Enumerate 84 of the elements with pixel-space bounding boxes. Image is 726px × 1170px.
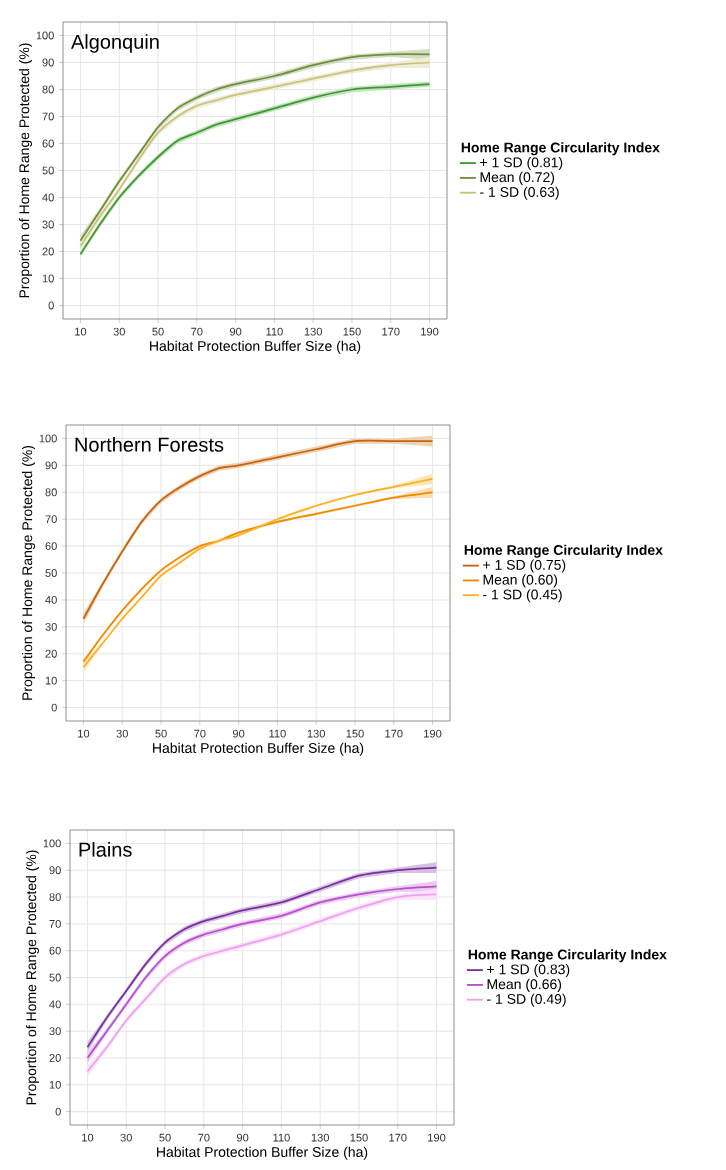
y-tick-label: 0 (55, 1107, 61, 1116)
x-axis-title: Habitat Protection Buffer Size (ha) (153, 742, 364, 756)
y-tick-label: 90 (49, 866, 61, 875)
x-tick-label: 70 (191, 327, 203, 336)
x-tick-label: 170 (385, 729, 403, 738)
legend-label: Mean (0.72) (480, 171, 555, 185)
y-axis-title: Proportion of Home Range Protected (%) (18, 43, 32, 298)
y-tick-label: 10 (42, 274, 54, 283)
x-tick-label: 190 (424, 729, 442, 738)
y-tick-label: 100 (43, 839, 61, 848)
x-tick-label: 30 (116, 729, 128, 738)
legend-title: Home Range Circularity Index (461, 142, 660, 156)
x-tick-label: 150 (343, 327, 361, 336)
x-tick-label: 170 (389, 1133, 407, 1142)
y-tick-label: 10 (45, 676, 57, 685)
y-tick-label: 20 (49, 1054, 61, 1062)
x-tick-label: 110 (273, 1133, 290, 1142)
legend-title: Home Range Circularity Index (464, 544, 663, 558)
y-tick-label: 20 (45, 649, 57, 658)
y-tick-label: 0 (51, 703, 57, 712)
y-tick-label: 30 (49, 1027, 61, 1036)
y-tick-label: 50 (42, 166, 54, 175)
x-tick-label: 10 (82, 1133, 94, 1142)
x-tick-label: 130 (307, 729, 325, 738)
x-tick-label: 150 (350, 1133, 368, 1142)
x-tick-label: 90 (229, 327, 242, 336)
y-tick-label: 80 (45, 488, 57, 497)
legend-label: + 1 SD (0.81) (480, 157, 563, 171)
y-tick-label: 70 (45, 515, 57, 524)
y-axis-title: Proportion of Home Range Protected (%) (21, 445, 36, 700)
legend-title: Home Range Circularity Index (468, 949, 667, 963)
y-tick-label: 60 (49, 946, 61, 955)
y-tick-label: 100 (36, 31, 54, 40)
chart-title: Plains (79, 842, 132, 857)
y-tick-label: 50 (45, 569, 57, 577)
y-tick-label: 20 (42, 247, 54, 256)
chart-title: Northern Forests (75, 437, 224, 452)
y-tick-label: 80 (49, 893, 61, 901)
x-tick-label: 130 (311, 1133, 329, 1142)
y-axis-title: Proportion of Home Range Protected (%) (25, 850, 40, 1105)
y-tick-label: 0 (48, 301, 54, 310)
y-tick-label: 70 (42, 112, 54, 121)
x-tick-label: 50 (155, 729, 167, 738)
x-tick-label: 150 (346, 729, 364, 738)
legend-label: + 1 SD (0.75) (483, 559, 566, 573)
x-tick-label: 50 (159, 1133, 171, 1142)
x-tick-label: 110 (269, 729, 286, 738)
y-tick-label: 80 (42, 85, 54, 94)
x-tick-label: 90 (236, 1133, 249, 1142)
x-tick-label: 10 (75, 327, 87, 336)
x-tick-label: 10 (78, 729, 90, 738)
x-tick-label: 30 (113, 327, 125, 336)
x-tick-label: 70 (198, 1133, 210, 1142)
legend-label: - 1 SD (0.49) (487, 993, 566, 1007)
x-tick-label: 90 (232, 729, 245, 738)
x-tick-label: 190 (421, 327, 439, 336)
x-tick-label: 110 (266, 327, 283, 336)
y-tick-label: 70 (49, 919, 61, 928)
y-tick-label: 30 (42, 220, 54, 229)
legend-label: - 1 SD (0.63) (480, 186, 559, 200)
x-tick-label: 170 (382, 327, 400, 336)
x-tick-label: 190 (428, 1133, 446, 1142)
y-tick-label: 90 (45, 461, 57, 470)
y-tick-label: 40 (42, 193, 54, 202)
y-tick-label: 90 (42, 58, 54, 67)
x-tick-label: 50 (152, 327, 164, 336)
text: Algonquin (70, 34, 159, 53)
legend-label: Mean (0.60) (483, 574, 558, 588)
y-tick-label: 60 (45, 542, 57, 551)
y-tick-label: 50 (49, 973, 61, 982)
legend-label: Mean (0.66) (487, 978, 562, 992)
x-axis-title: Habitat Protection Buffer Size (ha) (150, 340, 361, 354)
y-tick-label: 10 (49, 1080, 61, 1089)
legend-label: + 1 SD (0.83) (487, 964, 570, 978)
y-tick-label: 30 (45, 622, 57, 631)
y-tick-label: 40 (49, 1000, 61, 1009)
x-tick-label: 30 (120, 1133, 132, 1142)
legend-label: - 1 SD (0.45) (483, 589, 562, 603)
y-tick-label: 100 (39, 434, 57, 443)
x-tick-label: 130 (304, 327, 322, 336)
y-tick-label: 40 (45, 596, 57, 604)
x-tick-label: 70 (194, 729, 206, 738)
x-axis-title: Habitat Protection Buffer Size (ha) (157, 1146, 368, 1160)
y-tick-label: 60 (42, 139, 54, 148)
